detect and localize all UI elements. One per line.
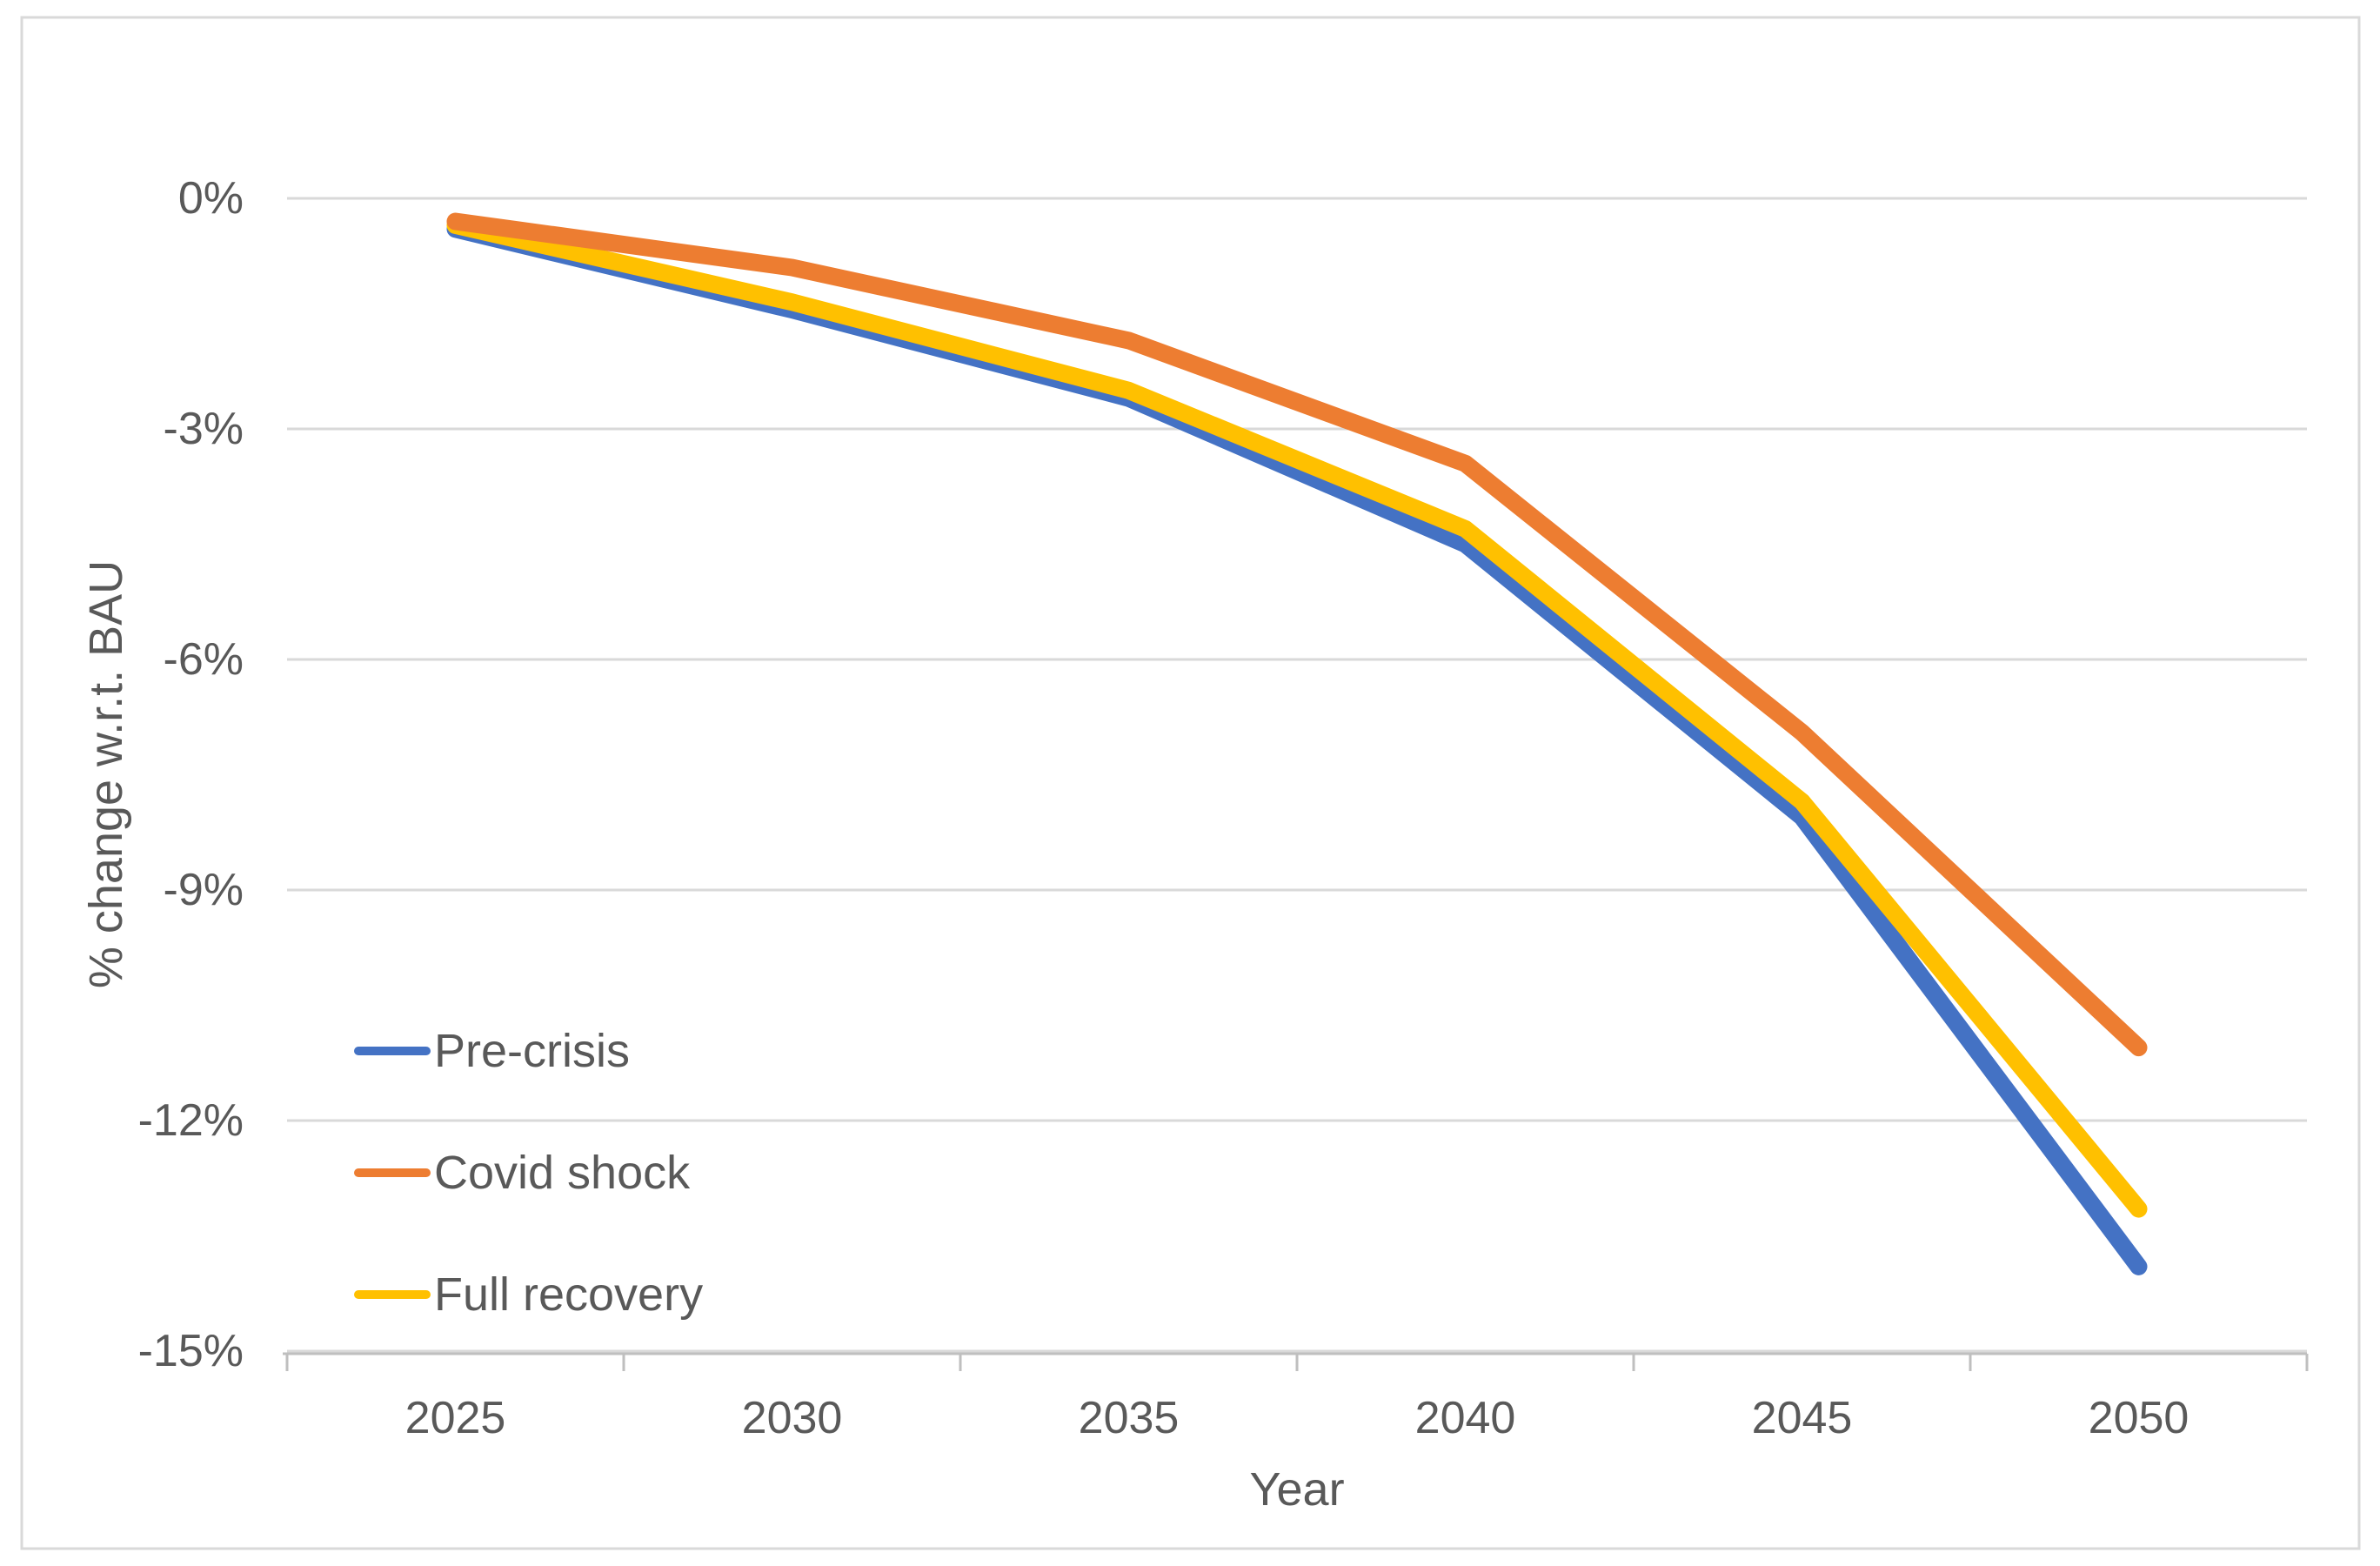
- legend-label: Covid shock: [434, 1147, 691, 1199]
- y-tick-label: -9%: [164, 865, 244, 915]
- x-axis-tick-labels: 2025 2030 2035 2040 2045 2050: [405, 1393, 2189, 1443]
- y-tick-label: 0%: [178, 173, 244, 224]
- legend-label: Pre-crisis: [434, 1025, 630, 1077]
- series-lines: [446, 212, 2148, 1275]
- y-tick-label: -12%: [138, 1095, 244, 1146]
- y-tick-label: -6%: [164, 634, 244, 685]
- series-line-pre-crisis: [446, 220, 2148, 1275]
- chart-border: [20, 16, 2361, 1550]
- x-tick-label: 2040: [1415, 1393, 1516, 1443]
- y-axis-title: % change w.r.t. BAU: [80, 560, 132, 988]
- legend: Pre-crisis Covid shock Full recovery: [354, 1025, 703, 1321]
- x-axis-title: Year: [1249, 1463, 1344, 1516]
- x-tick-label: 2050: [2089, 1393, 2189, 1443]
- x-tick-label: 2030: [742, 1393, 843, 1443]
- series-line-covid-shock: [446, 212, 2148, 1057]
- x-tick-label: 2045: [1752, 1393, 1853, 1443]
- series-line-full-recovery: [446, 216, 2148, 1218]
- x-tick-label: 2025: [405, 1393, 506, 1443]
- x-tick-label: 2035: [1079, 1393, 1180, 1443]
- y-tick-label: -15%: [138, 1326, 244, 1376]
- gridlines: [287, 197, 2307, 1353]
- y-tick-label: -3%: [164, 404, 244, 454]
- y-axis-tick-labels: 0% -3% -6% -9% -12% -15%: [138, 173, 244, 1376]
- x-axis-line-and-ticks: [283, 1352, 2309, 1371]
- legend-label: Full recovery: [434, 1268, 703, 1321]
